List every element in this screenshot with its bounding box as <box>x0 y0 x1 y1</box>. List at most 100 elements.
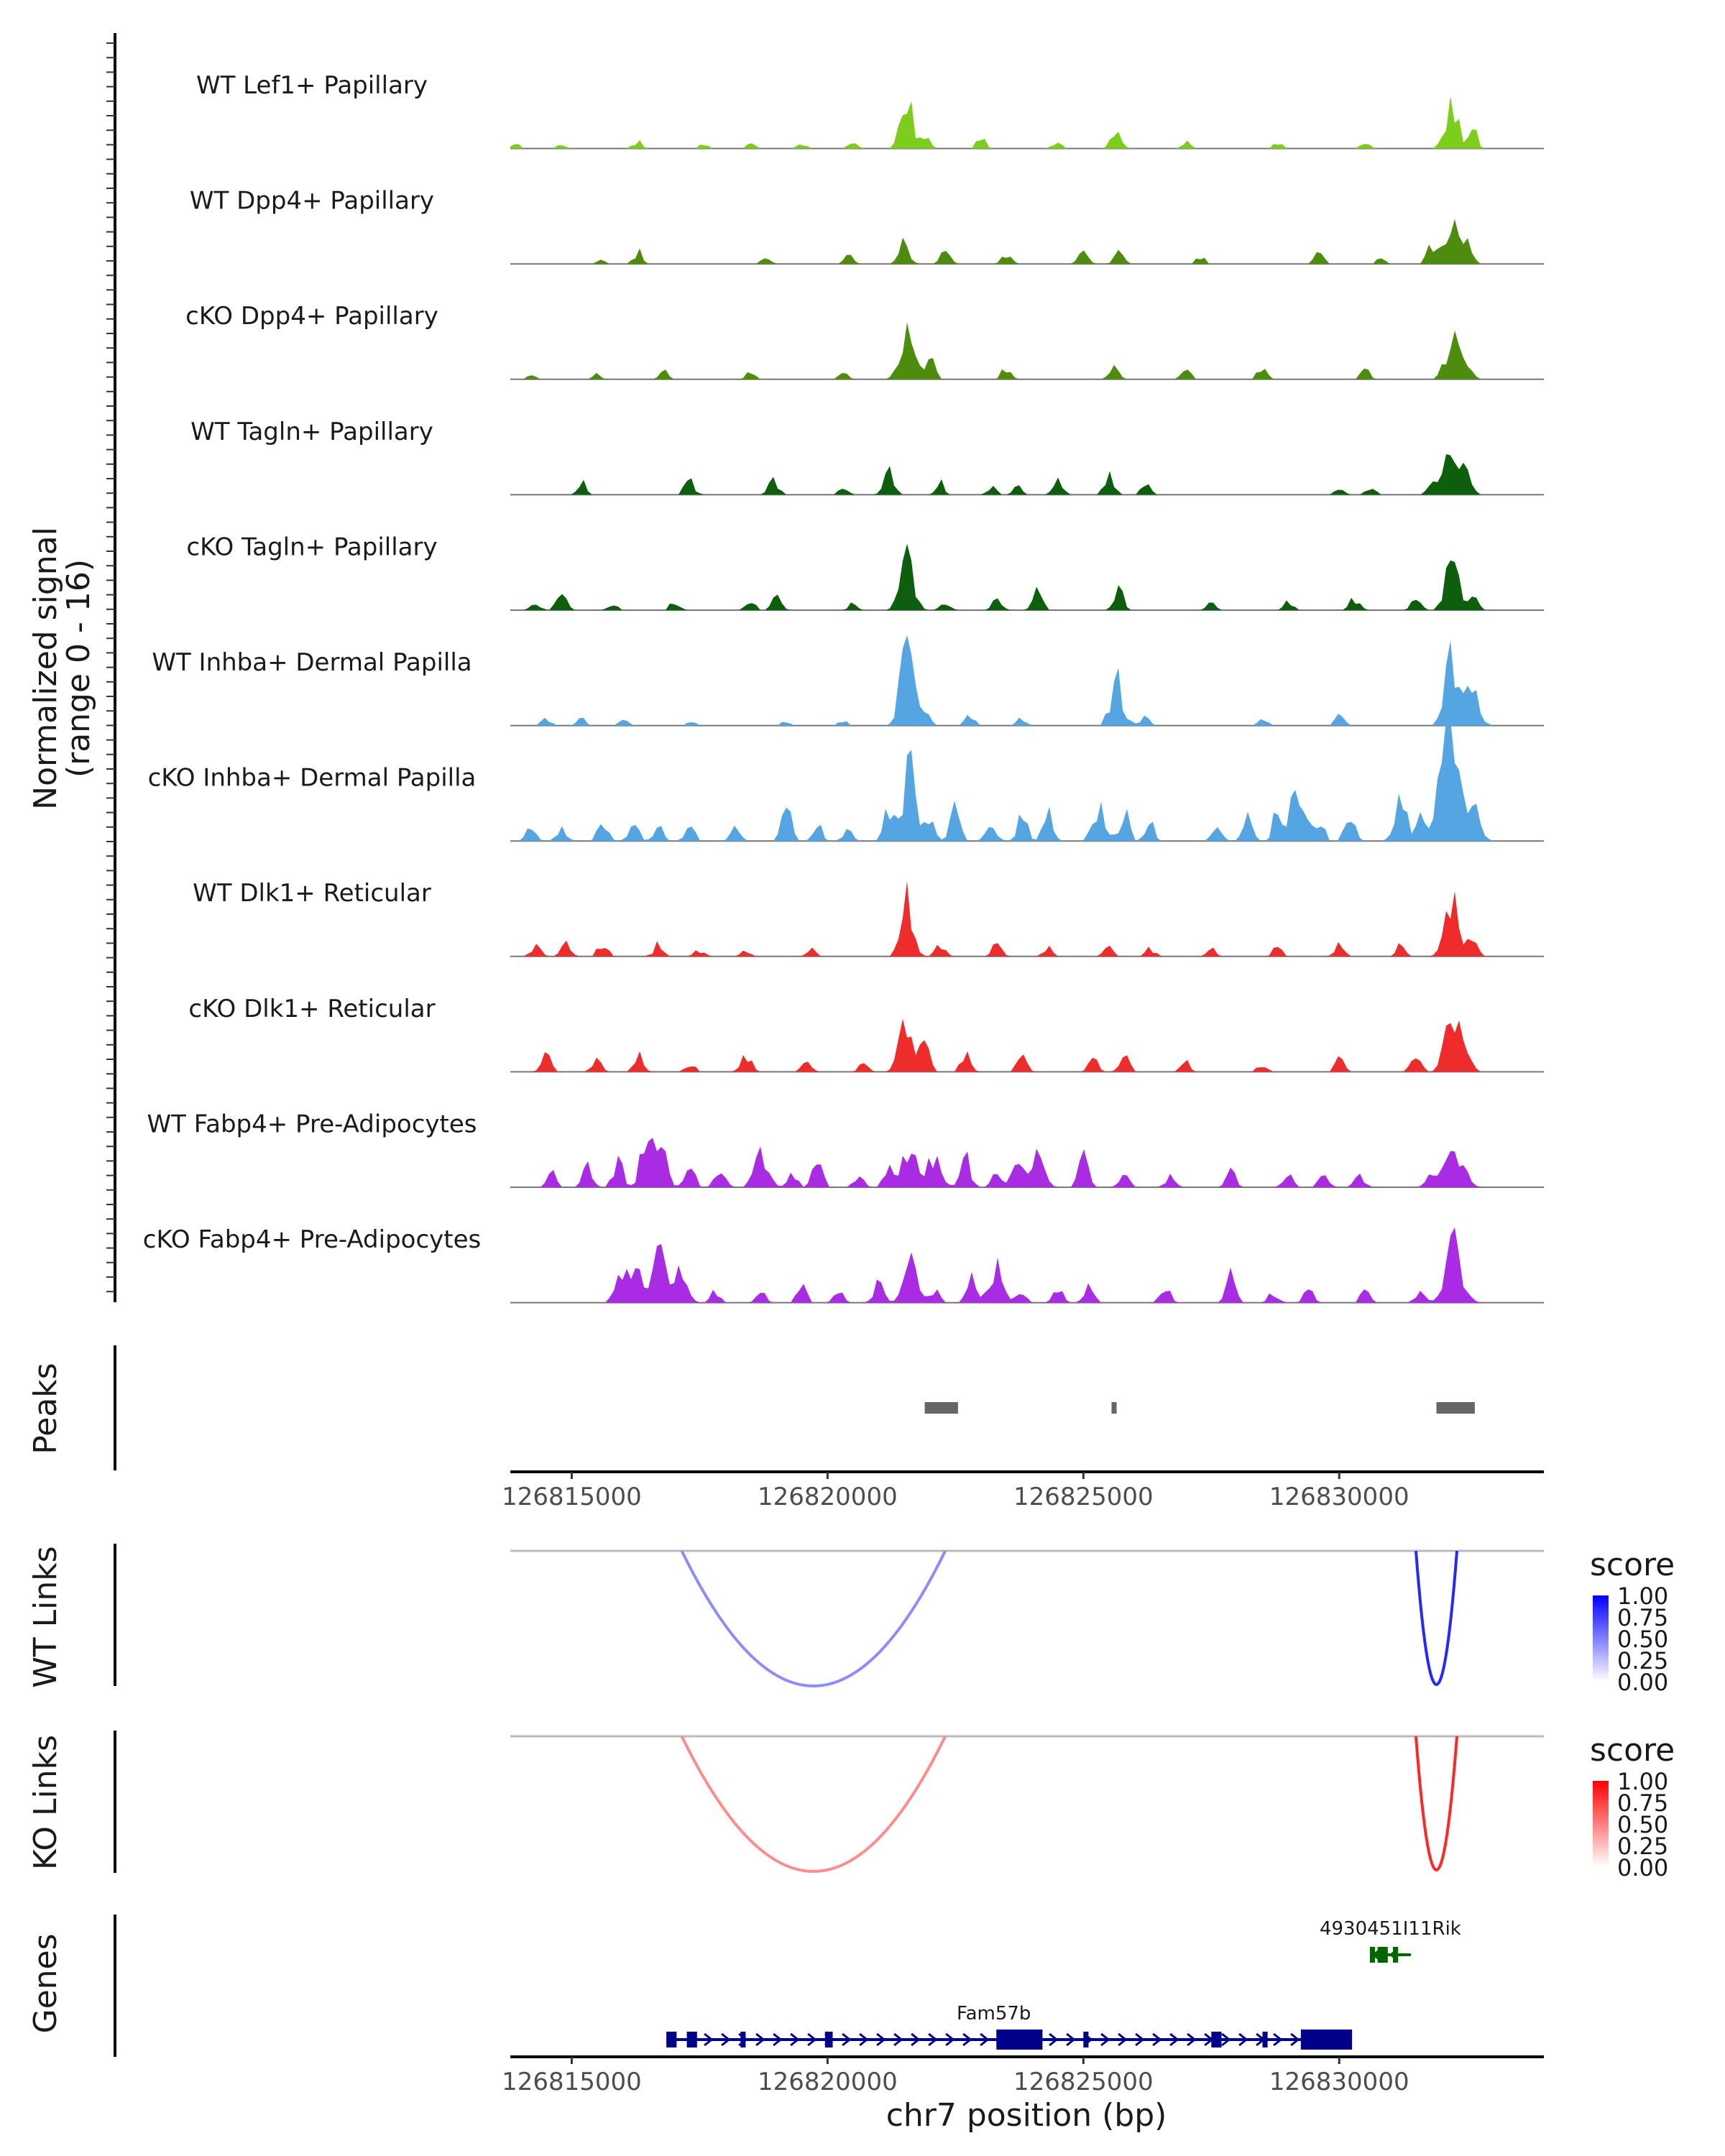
coverage-track-label: WT Fabp4+ Pre-Adipocytes <box>147 1110 477 1138</box>
wt-links-legend: score 1.00 0.75 0.50 0.25 0.00 <box>1590 1547 1675 1696</box>
genes-track: Fam57b 4930451I11Rik <box>666 1918 1461 2050</box>
gene-strand-chevron <box>1118 2032 1128 2047</box>
gene-exon <box>1377 1947 1388 1963</box>
gene-exon <box>824 2032 833 2047</box>
coverage-signal-area <box>510 635 1544 726</box>
gene-strand-chevron <box>928 2032 938 2047</box>
gene-strand-chevron <box>790 2032 800 2047</box>
wt-links-track-label: WT Links <box>27 1546 64 1687</box>
coverage-track: WT Lef1+ Papillary <box>196 71 1544 149</box>
coverage-track-label: WT Dlk1+ Reticular <box>193 879 431 908</box>
coverage-track: cKO Inhba+ Dermal Papilla <box>148 719 1544 842</box>
ko-links-track-label: KO Links <box>27 1735 64 1870</box>
ko-legend-tick: 0.75 <box>1617 1789 1668 1817</box>
ko-legend-tick: 0.50 <box>1617 1811 1668 1838</box>
gene-exon <box>1083 2032 1089 2047</box>
gene-strand-chevron <box>980 2032 990 2047</box>
gene-exon <box>686 2032 697 2047</box>
coverage-track: WT Dlk1+ Reticular <box>193 879 1544 957</box>
coverage-signal-area <box>510 1018 1544 1072</box>
ko-legend-colorbar <box>1593 1781 1609 1867</box>
coverage-track: cKO Dlk1+ Reticular <box>188 995 1544 1073</box>
x-axis-tick-label: 126830000 <box>1269 2068 1409 2096</box>
coverage-track-label: cKO Fabp4+ Pre-Adipocytes <box>143 1225 482 1254</box>
gene-exon <box>1370 1947 1376 1963</box>
x-axis-tick-label: 126815000 <box>502 1483 642 1511</box>
gene-model: 4930451I11Rik <box>1320 1918 1461 1963</box>
wt-legend-tick: 0.75 <box>1617 1604 1668 1631</box>
coverage-signal-area <box>510 218 1544 264</box>
peak-region <box>1436 1402 1475 1414</box>
wt-links-track <box>510 1549 1544 1687</box>
gene-exon <box>1211 2032 1222 2047</box>
gene-exon <box>996 2030 1043 2050</box>
gene-strand-chevron <box>842 2032 852 2047</box>
link-arc <box>680 1736 947 1873</box>
coverage-signal-area <box>510 1227 1544 1303</box>
peaks-track-label: Peaks <box>27 1363 64 1454</box>
coverage-track: cKO Dpp4+ Papillary <box>185 302 1544 380</box>
gene-strand-chevron <box>1187 2032 1197 2047</box>
x-axis-bottom-ticks: 126815000 126820000 126825000 126830000 <box>502 2057 1409 2096</box>
gene-strand-chevron <box>962 2032 972 2047</box>
coverage-track-label: cKO Dpp4+ Papillary <box>185 302 438 331</box>
peaks-track <box>924 1402 1475 1414</box>
gene-exon <box>666 2032 677 2047</box>
gene-strand-chevron <box>704 2032 714 2047</box>
gene-strand-chevron <box>773 2032 783 2047</box>
gene-strand-chevron <box>1049 2032 1059 2047</box>
gene-strand-chevron <box>1290 2032 1300 2047</box>
gene-strand-chevron <box>1238 2032 1248 2047</box>
coverage-track-label: WT Dpp4+ Papillary <box>190 187 434 216</box>
coverage-y-axis-range: (range 0 - 16) <box>60 559 97 778</box>
wt-legend-title: score <box>1590 1547 1675 1583</box>
ko-legend-tick: 0.25 <box>1617 1833 1668 1860</box>
coverage-track-label: cKO Tagln+ Papillary <box>186 533 437 561</box>
gene-exon <box>1262 2032 1268 2047</box>
coverage-track-label: cKO Dlk1+ Reticular <box>188 995 435 1023</box>
x-axis-tick-label: 126830000 <box>1269 1483 1409 1511</box>
coverage-track: cKO Tagln+ Papillary <box>186 533 1544 611</box>
gene-exon <box>740 2032 746 2047</box>
coverage-track: WT Inhba+ Dermal Papilla <box>152 635 1544 727</box>
coverage-signal-area <box>510 543 1544 610</box>
gene-strand-chevron <box>1135 2032 1145 2047</box>
gene-strand-chevron <box>1100 2032 1110 2047</box>
link-arc <box>1414 1736 1458 1871</box>
gene-strand-chevron <box>721 2032 731 2047</box>
gene-strand-chevron <box>876 2032 886 2047</box>
x-axis-top-ticks: 126815000 126820000 126825000 126830000 <box>502 1472 1409 1511</box>
gene-strand-chevron <box>1221 2032 1231 2047</box>
link-arc <box>1414 1550 1458 1686</box>
gene-strand-chevron <box>911 2032 921 2047</box>
coverage-track: WT Dpp4+ Papillary <box>190 187 1544 265</box>
wt-legend-tick: 0.25 <box>1617 1647 1668 1674</box>
wt-legend-colorbar <box>1593 1595 1609 1682</box>
gene-strand-chevron <box>1152 2032 1162 2047</box>
coverage-signal-area <box>510 96 1544 149</box>
x-axis-tick-label: 126815000 <box>502 2068 642 2096</box>
coverage-signal-area <box>510 880 1544 957</box>
ko-legend-tick: 0.00 <box>1617 1854 1668 1881</box>
wt-legend-tick: 0.50 <box>1617 1626 1668 1653</box>
peak-region <box>924 1402 958 1414</box>
coverage-track: WT Tagln+ Papillary <box>190 418 1544 496</box>
peak-region <box>1111 1402 1117 1414</box>
gene-strand-chevron <box>1273 2032 1283 2047</box>
ko-links-track <box>510 1735 1544 1873</box>
gene-strand-chevron <box>945 2032 955 2047</box>
genes-track-label: Genes <box>27 1933 64 2033</box>
coverage-signal-area <box>510 454 1544 495</box>
gene-strand-chevron <box>859 2032 869 2047</box>
wt-legend-tick: 0.00 <box>1617 1669 1668 1696</box>
link-arc <box>680 1550 947 1687</box>
coverage-y-axis-ticks <box>106 42 115 1293</box>
gene-strand-chevron <box>755 2032 765 2047</box>
gene-strand-chevron <box>1169 2032 1179 2047</box>
gene-name-label: Fam57b <box>957 2003 1031 2024</box>
coverage-signal-area <box>510 1138 1544 1187</box>
x-axis-title: chr7 position (bp) <box>886 2097 1167 2134</box>
coverage-track-label: WT Lef1+ Papillary <box>196 71 428 100</box>
gene-model: Fam57b <box>666 2003 1353 2050</box>
